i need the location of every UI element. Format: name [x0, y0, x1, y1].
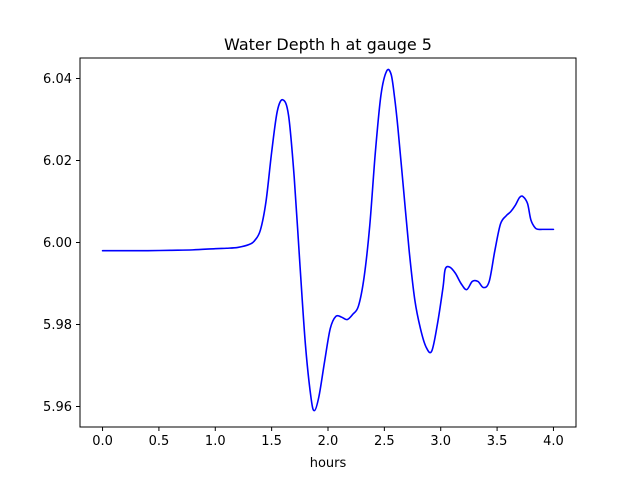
- y-tick-label: 6.00: [43, 236, 72, 251]
- plot-frame: [79, 57, 577, 428]
- x-axis-label: hours: [310, 456, 347, 471]
- plot-area: [80, 58, 576, 427]
- y-tick-label: 6.04: [43, 72, 72, 87]
- x-tick-label: 1.5: [261, 434, 282, 449]
- y-tick-label: 5.98: [43, 318, 72, 333]
- x-tick-label: 1.0: [205, 434, 226, 449]
- x-axis-ticks: 0.0 0.5 1.0 1.5 2.0 2.5 3.0 3.5 4.0: [92, 427, 564, 449]
- y-tick-label: 6.02: [43, 154, 72, 169]
- y-tick-label: 5.96: [43, 400, 72, 415]
- y-axis-ticks: 5.96 5.98 6.00 6.02 6.04: [43, 72, 80, 415]
- chart-title: Water Depth h at gauge 5: [224, 35, 432, 54]
- x-tick-label: 0.0: [92, 434, 113, 449]
- x-tick-label: 2.0: [318, 434, 339, 449]
- x-tick-label: 0.5: [149, 434, 170, 449]
- series-layer: [101, 68, 555, 412]
- x-tick-label: 2.5: [374, 434, 395, 449]
- series-line-0: [101, 68, 555, 412]
- x-tick-label: 4.0: [543, 434, 564, 449]
- x-tick-label: 3.0: [430, 434, 451, 449]
- x-tick-label: 3.5: [487, 434, 508, 449]
